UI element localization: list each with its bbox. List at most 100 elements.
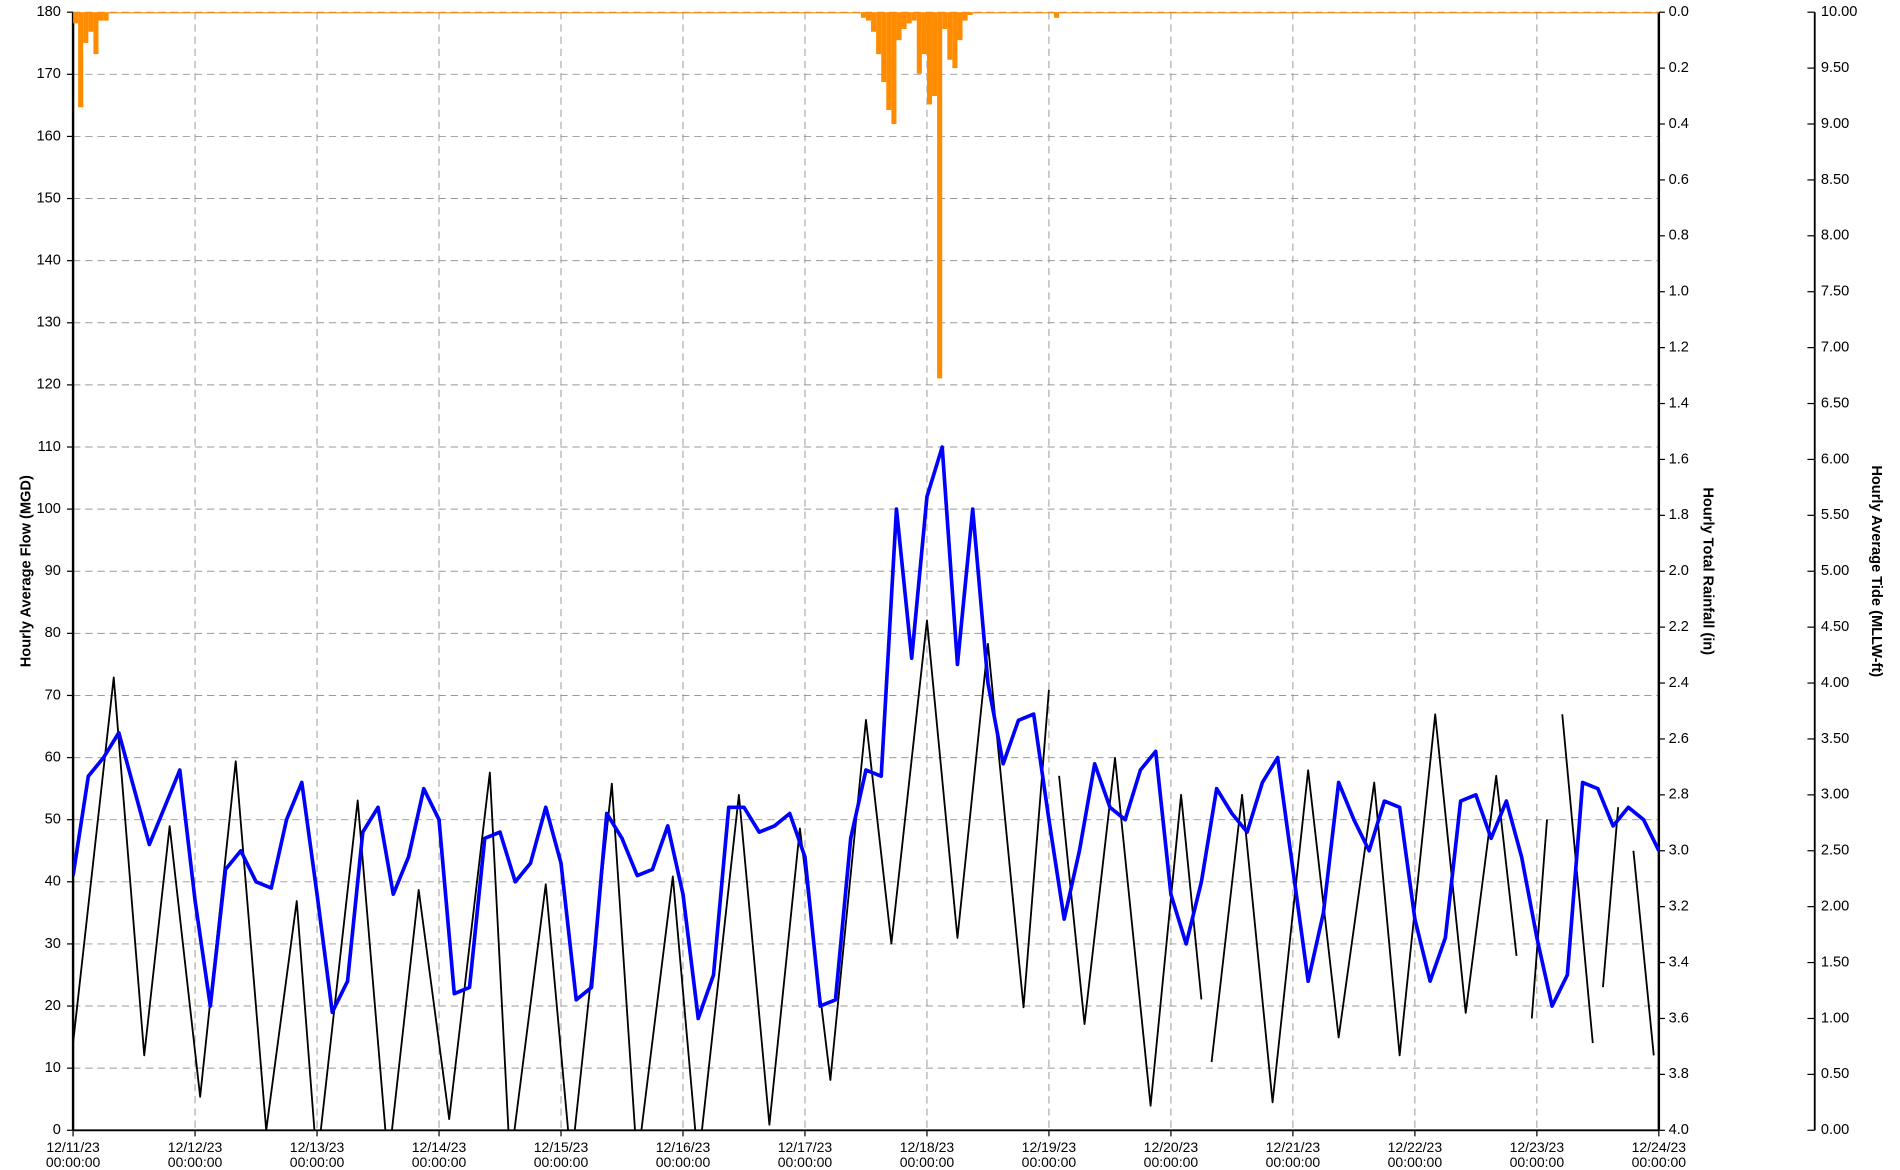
rain-bar <box>921 12 927 55</box>
rain-bar <box>88 12 94 32</box>
rain-bar <box>891 12 897 125</box>
rain-bar <box>876 12 882 55</box>
x-tick-label: 12/13/23 00:00:00 <box>289 1139 345 1170</box>
y-tick-label: 140 <box>37 253 61 269</box>
rain-bar <box>957 12 963 41</box>
rain-bar <box>93 12 99 55</box>
rain-bar <box>865 12 872 21</box>
y-tick-label: 180 <box>37 4 61 20</box>
y2-tick-label: 1.6 <box>1669 451 1689 467</box>
y-tick-label: 60 <box>45 749 61 765</box>
rain-bar <box>901 12 907 29</box>
y3-tick-label: 0.50 <box>1821 1066 1849 1082</box>
y3-tick-label: 9.50 <box>1821 60 1849 76</box>
y2-tick-label: 2.8 <box>1669 787 1689 803</box>
y2-tick-label: 0.0 <box>1669 4 1689 20</box>
rain-bar <box>916 12 922 74</box>
rain-bar <box>73 12 79 24</box>
y-tick-label: 90 <box>45 563 61 579</box>
y-tick-label: 80 <box>45 625 61 641</box>
y-tick-label: 170 <box>37 66 61 82</box>
y2-tick-label: 1.2 <box>1669 339 1689 355</box>
y-tick-label: 0 <box>53 1122 61 1138</box>
x-tick-label: 12/22/23 00:00:00 <box>1387 1139 1443 1170</box>
x-tick-label: 12/14/23 00:00:00 <box>411 1139 467 1170</box>
x-tick-label: 12/11/23 00:00:00 <box>45 1139 101 1170</box>
y2-tick-label: 0.4 <box>1669 116 1689 132</box>
y2-tick-label: 2.6 <box>1669 731 1689 747</box>
rain-bar <box>926 12 933 105</box>
y2-tick-label: 1.4 <box>1669 395 1689 411</box>
y-tick-label: 100 <box>37 501 61 517</box>
y-tick-label: 20 <box>45 998 61 1014</box>
y3-tick-label: 0.00 <box>1821 1122 1849 1138</box>
y2-tick-label: 1.8 <box>1669 507 1689 523</box>
rain-bar <box>906 12 912 24</box>
y-tick-label: 70 <box>45 687 61 703</box>
y3-tick-label: 2.00 <box>1821 899 1849 915</box>
y-tick-label: 120 <box>37 377 61 393</box>
y2-tick-label: 4.0 <box>1669 1122 1689 1138</box>
plot-area <box>73 12 1659 1131</box>
y2-tick-label: 3.8 <box>1669 1066 1689 1082</box>
tide-line <box>73 619 1655 1131</box>
y3-tick-label: 8.00 <box>1821 228 1849 244</box>
x-tick-label: 12/19/23 00:00:00 <box>1021 1139 1077 1170</box>
y-tick-label: 110 <box>38 439 61 455</box>
y-tick-label: 50 <box>45 812 61 828</box>
rain-bar <box>98 12 104 21</box>
x-tick-label: 12/18/23 00:00:00 <box>899 1139 955 1170</box>
y3-tick-label: 6.00 <box>1821 451 1849 467</box>
y2-tick-label: 3.6 <box>1669 1010 1689 1026</box>
y-tick-label: 40 <box>45 874 61 890</box>
x-tick-label: 12/12/23 00:00:00 <box>167 1139 223 1170</box>
rain-bar <box>860 12 866 18</box>
rain-bar <box>871 12 877 32</box>
y3-axis-title: Hourly Average Tide (MLLW-ft) <box>1868 465 1884 677</box>
y-tick-label: 150 <box>37 190 61 206</box>
y3-tick-label: 8.50 <box>1821 172 1849 188</box>
rain-bar <box>932 12 938 97</box>
rain-bar <box>881 12 887 83</box>
y3-tick-label: 5.00 <box>1821 563 1849 579</box>
rain-bar <box>886 12 892 111</box>
y3-tick-label: 4.50 <box>1821 619 1849 635</box>
y3-tick-label: 1.50 <box>1821 954 1849 970</box>
y3-tick-label: 5.50 <box>1821 507 1849 523</box>
y2-tick-label: 0.8 <box>1669 228 1689 244</box>
y2-tick-label: 0.2 <box>1669 60 1689 76</box>
rain-bar <box>1054 12 1060 18</box>
y3-tick-label: 7.50 <box>1821 284 1849 300</box>
y-axis-title: Hourly Average Flow (MGD) <box>19 475 35 667</box>
y3-tick-label: 9.00 <box>1821 116 1849 132</box>
rain-bar <box>947 12 953 60</box>
rain-bar <box>103 12 109 21</box>
rain-bar <box>967 12 973 15</box>
y2-tick-label: 0.6 <box>1669 172 1689 188</box>
y3-tick-label: 10.00 <box>1821 4 1858 20</box>
x-tick-label: 12/16/23 00:00:00 <box>655 1139 711 1170</box>
x-tick-label: 12/23/23 00:00:00 <box>1509 1139 1565 1170</box>
y3-tick-label: 4.00 <box>1821 675 1849 691</box>
y2-tick-label: 3.4 <box>1669 954 1689 970</box>
y-tick-label: 10 <box>45 1060 61 1076</box>
x-tick-label: 12/21/23 00:00:00 <box>1265 1139 1321 1170</box>
x-tick-label: 12/20/23 00:00:00 <box>1143 1139 1199 1170</box>
y-tick-label: 160 <box>37 128 61 144</box>
rain-bar <box>896 12 902 41</box>
rain-bar <box>83 12 89 43</box>
rain-bar <box>942 12 948 29</box>
y2-tick-label: 1.0 <box>1669 284 1689 300</box>
rain-bar <box>962 12 968 21</box>
y3-tick-label: 3.50 <box>1821 731 1849 747</box>
y3-tick-label: 7.00 <box>1821 339 1849 355</box>
y-tick-label: 130 <box>37 315 61 331</box>
rain-bar <box>952 12 958 69</box>
y3-tick-label: 1.00 <box>1821 1010 1849 1026</box>
y2-tick-label: 2.0 <box>1669 563 1689 579</box>
rain-bar <box>911 12 917 21</box>
y3-tick-label: 2.50 <box>1821 843 1849 859</box>
flow-line <box>73 445 1659 1021</box>
